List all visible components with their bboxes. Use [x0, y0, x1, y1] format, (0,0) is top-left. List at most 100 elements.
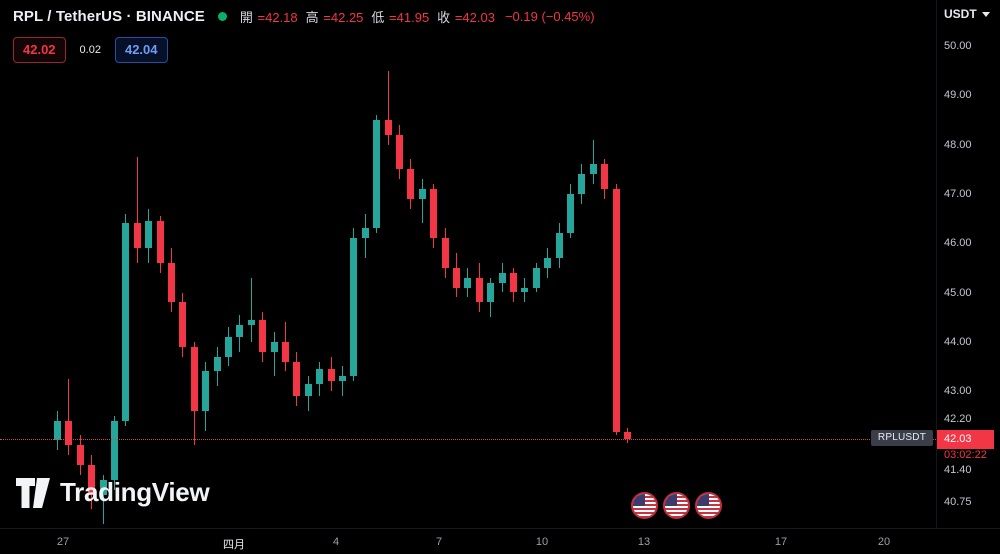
price-axis-label: 48.00	[944, 139, 972, 151]
spread-value: 0.02	[79, 44, 101, 56]
candle-body	[453, 267, 460, 288]
ohlc-high-label: 高	[305, 10, 319, 25]
legend: RPL / TetherUS · BINANCE 開 =42.18 高 =42.…	[13, 7, 595, 63]
candle-body	[259, 319, 267, 352]
market-open-icon	[217, 12, 227, 21]
candle-wick	[387, 70, 389, 145]
candle-body	[65, 420, 73, 446]
candle-body	[213, 356, 221, 372]
last-price-badge: 42.03	[937, 430, 994, 449]
candle-body	[236, 324, 244, 337]
ohlc-low-value: =41.95	[389, 10, 430, 25]
candle-body	[544, 257, 552, 268]
candle-body	[361, 228, 369, 239]
time-axis-label: 13	[637, 536, 651, 548]
candle-wick	[136, 156, 138, 263]
candle-body	[304, 383, 312, 397]
candle-body	[532, 267, 540, 288]
candle-wick	[102, 474, 104, 525]
symbol-price-label: RPLUSDT	[870, 430, 933, 446]
candle-body	[612, 188, 620, 432]
price-axis-label: 43.00	[944, 385, 972, 397]
us-flag-event-icon[interactable]	[631, 492, 658, 519]
us-flag-event-icon[interactable]	[663, 492, 690, 519]
candle-body	[122, 223, 130, 421]
currency-selector[interactable]: USDT	[944, 7, 990, 21]
time-axis-label: 20	[877, 536, 891, 548]
price-change: −0.19 (−0.45%)	[504, 9, 595, 24]
candle-body	[487, 282, 495, 303]
ohlc-close-value: =42.03	[454, 10, 495, 25]
candle-body	[76, 445, 84, 466]
candle-body	[316, 368, 324, 384]
price-axis-label: 42.20	[944, 413, 972, 425]
candle-body	[498, 272, 506, 283]
candle-body	[179, 302, 187, 347]
candle-wick	[68, 378, 70, 456]
candle-body	[202, 371, 210, 411]
us-flag-event-icon[interactable]	[695, 492, 722, 519]
candle-body	[350, 238, 358, 377]
candle-body	[464, 277, 472, 288]
candle-body	[168, 262, 175, 303]
candle-wick	[342, 366, 343, 397]
candle-body	[145, 221, 153, 249]
candle-body	[407, 169, 415, 199]
last-price-line	[0, 439, 936, 440]
currency-label: USDT	[944, 7, 977, 21]
candle-body	[578, 174, 586, 194]
candle-body	[601, 164, 609, 189]
time-axis-label: 27	[56, 536, 70, 548]
tradingview-logo-icon	[16, 477, 50, 508]
candle-body	[190, 346, 198, 411]
time-axis-label: 4	[332, 536, 340, 548]
chart-canvas[interactable]: RPLUSDT RPL / TetherUS · BINANCE 開 =42.1…	[0, 0, 936, 528]
price-axis-label: 46.00	[944, 237, 972, 249]
candle-body	[225, 336, 232, 357]
time-axis-label: 7	[435, 536, 443, 548]
candle-body	[510, 272, 517, 293]
candle-body	[99, 479, 107, 495]
candle-body	[373, 119, 381, 229]
candle-body	[441, 238, 449, 268]
candle-body	[384, 119, 392, 135]
candle-wick	[250, 277, 252, 342]
ohlc-open-label: 開	[239, 10, 253, 25]
time-axis-label: 四月	[223, 539, 245, 551]
time-axis[interactable]: 27 四月 4 7 10 13 17 20	[0, 528, 1000, 554]
candle-body	[293, 361, 301, 397]
candle-body	[624, 431, 631, 439]
price-axis-label: 47.00	[944, 188, 972, 200]
candle-body	[133, 223, 141, 249]
price-axis-label: 44.00	[944, 336, 972, 348]
candle-body	[54, 420, 61, 441]
candle-body	[555, 233, 563, 258]
candle-body	[521, 287, 529, 293]
ohlc-values: 開 =42.18 高 =42.25 低 =41.95 收 =42.03 −0.1…	[240, 7, 595, 26]
candle-wick	[592, 139, 594, 185]
candle-countdown: 03:02:22	[944, 449, 987, 461]
bid-button[interactable]: 42.02	[13, 37, 66, 63]
price-axis-label: 40.75	[944, 496, 972, 508]
ohlc-open-value: =42.18	[257, 10, 298, 25]
candle-body	[282, 341, 289, 362]
candle-body	[247, 319, 255, 325]
time-axis-label: 10	[535, 536, 549, 548]
time-axis-label: 17	[774, 536, 788, 548]
candle-body	[88, 465, 96, 495]
ohlc-high-value: =42.25	[323, 10, 364, 25]
price-axis-label: 49.00	[944, 89, 972, 101]
candle-body	[156, 221, 164, 263]
chevron-down-icon	[981, 11, 990, 17]
candle-wick	[273, 331, 275, 377]
candle-body	[327, 368, 335, 382]
tradingview-logo[interactable]: TradingView	[16, 477, 210, 508]
price-axis[interactable]: USDT 50.00 49.00 48.00 47.00 46.00 45.00 44.00…	[936, 0, 1000, 528]
price-axis-label: 45.00	[944, 287, 972, 299]
symbol-title[interactable]: RPL / TetherUS · BINANCE	[13, 8, 205, 25]
candle-body	[270, 341, 278, 352]
candle-body	[430, 188, 438, 239]
ask-button[interactable]: 42.04	[114, 37, 168, 63]
ohlc-low-label: 低	[371, 10, 385, 25]
